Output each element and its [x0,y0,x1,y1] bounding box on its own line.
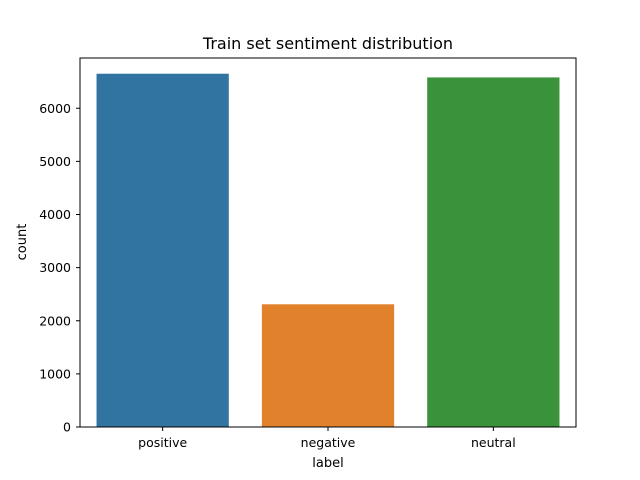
x-axis-label: label [312,456,343,471]
bar-negative [261,304,395,427]
x-tick-label: positive [138,435,187,450]
x-axis-ticks: positive negative neutral [138,427,516,450]
y-axis-ticks: 0 1000 2000 3000 4000 5000 6000 [39,101,80,435]
bar-neutral [427,77,560,427]
y-tick-label: 3000 [39,260,71,275]
bar-positive [96,73,229,427]
y-tick-label: 1000 [39,366,71,381]
x-tick-label: neutral [471,435,516,450]
chart-title: Train set sentiment distribution [202,34,453,53]
y-tick-label: 5000 [39,154,71,169]
bars-layer [96,73,560,427]
y-tick-label: 2000 [39,313,71,328]
y-axis-label: count [15,224,30,261]
y-tick-label: 6000 [39,101,71,116]
y-tick-label: 4000 [39,207,71,222]
plot-frame [79,57,577,428]
x-tick-label: negative [301,435,356,450]
y-tick-label: 0 [63,420,71,435]
